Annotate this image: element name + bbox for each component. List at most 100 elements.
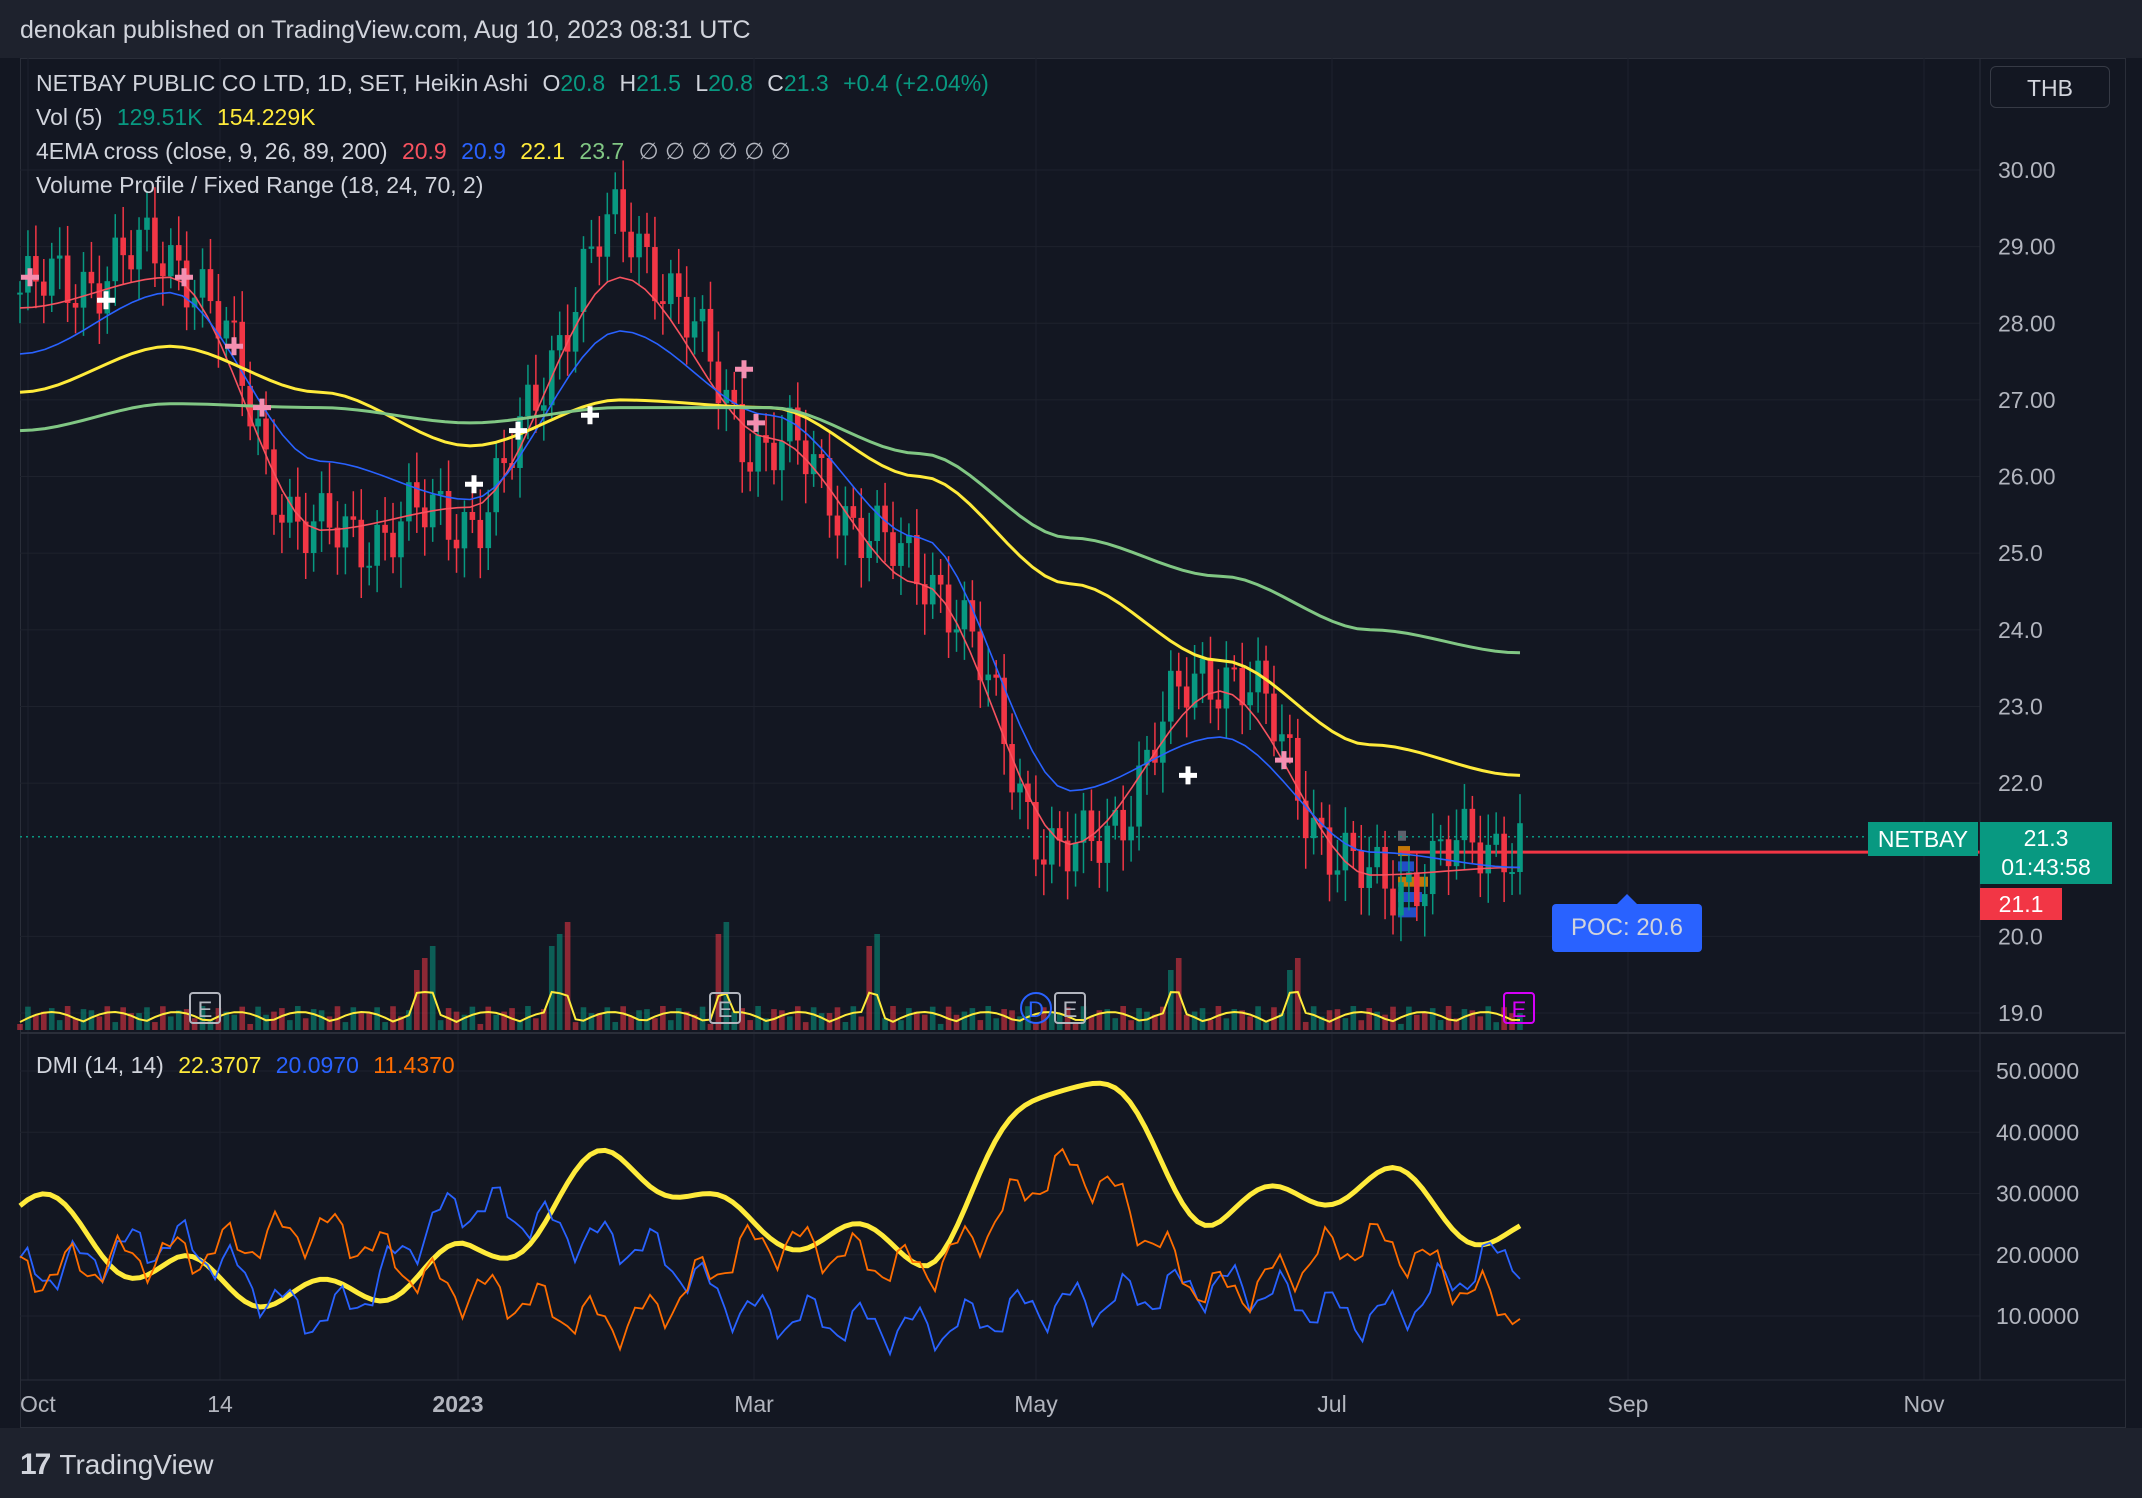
volume-bar [279, 1008, 285, 1030]
candle-body [80, 271, 87, 308]
candle-body [1382, 846, 1388, 889]
volume-bar [1350, 1006, 1357, 1030]
volume-bar [326, 1016, 333, 1030]
ema200-value: 23.7 [579, 138, 625, 164]
candle-body [580, 248, 587, 313]
volume-bar [580, 1007, 587, 1030]
candle-body [374, 524, 380, 566]
low-value: 20.8 [708, 70, 753, 96]
volume-bar [263, 1014, 269, 1030]
currency-button[interactable]: THB [1990, 66, 2110, 108]
volume-bar [144, 1007, 150, 1030]
time-tick-label: May [1014, 1391, 1058, 1417]
volume-bar [1485, 1006, 1492, 1030]
volume-bar [1128, 1020, 1134, 1030]
publisher-text: denokan published on TradingView.com, Au… [20, 16, 751, 44]
volume-bar [461, 1014, 468, 1030]
volume-bar [191, 1018, 198, 1030]
symbol-title: NETBAY PUBLIC CO LTD, 1D, SET, Heikin As… [36, 70, 529, 96]
dmi-label: DMI (14, 14) [36, 1052, 164, 1078]
null-values: ∅ ∅ ∅ ∅ ∅ ∅ [638, 138, 791, 164]
volume-bar [1088, 1016, 1095, 1030]
candle-body [1167, 670, 1174, 722]
candle-body [17, 292, 23, 295]
candle-body [866, 541, 873, 558]
volume-profile-legend[interactable]: Volume Profile / Fixed Range (18, 24, 70… [36, 172, 491, 199]
candle-body [628, 231, 634, 258]
volume-bar [255, 1006, 261, 1030]
ema-cross-marker [97, 291, 115, 310]
volume-legend[interactable]: Vol (5) 129.51K 154.229K [36, 104, 323, 131]
volume-bar [842, 1021, 849, 1030]
candle-body [350, 516, 357, 520]
candle-body [660, 301, 666, 305]
candle-body [1175, 670, 1182, 687]
candle-body [1326, 827, 1333, 875]
volume-bar [1517, 1013, 1523, 1030]
ema-line-ema200 [19, 402, 1521, 655]
candle-body [1469, 808, 1476, 843]
candle-body [223, 320, 230, 339]
time-tick-label: Mar [734, 1391, 774, 1417]
volume-bar [175, 1010, 182, 1030]
low-label: L [695, 70, 709, 96]
event-marker: E [1503, 992, 1535, 1024]
volume-bar [231, 1014, 238, 1030]
candle-body [1437, 839, 1444, 842]
candle-body [1223, 667, 1230, 709]
volume-bar [977, 1020, 984, 1030]
volume-bar [72, 1018, 79, 1030]
candle-body [921, 584, 928, 605]
time-tick-label: Nov [1904, 1391, 1945, 1417]
candle-body [596, 246, 603, 257]
dmi-line-plusdi [19, 1186, 1521, 1357]
candle-body [175, 245, 182, 261]
time-tick-label: Jul [1317, 1391, 1346, 1417]
price-tick-label: 29.00 [1998, 234, 2056, 260]
ema-cross-marker [747, 413, 765, 432]
candle-body [961, 600, 968, 630]
volume-bar [937, 1023, 944, 1030]
candle-body [421, 507, 428, 528]
candle-body [199, 269, 206, 298]
volume-bar [366, 1013, 373, 1030]
candle-body [1366, 867, 1373, 888]
candle-body [160, 263, 166, 277]
volume-bar [715, 934, 722, 1030]
candle-body [271, 449, 277, 515]
candle-body [612, 189, 619, 215]
volume-bar [477, 1023, 484, 1030]
dmi-legend[interactable]: DMI (14, 14) 22.3707 20.0970 11.4370 [36, 1052, 463, 1079]
volume-bar [1144, 1011, 1150, 1030]
volume-bar [136, 1013, 142, 1030]
volume-profile-row [1398, 861, 1414, 872]
volume-bar [271, 1011, 277, 1030]
time-tick-label: 2023 [432, 1391, 483, 1417]
chart-frame[interactable] [20, 58, 2126, 1428]
candle-body [287, 496, 293, 523]
candle-body [255, 418, 261, 427]
candle-body [1056, 828, 1063, 841]
symbol-legend: NETBAY PUBLIC CO LTD, 1D, SET, Heikin As… [36, 70, 997, 97]
volume-bar [1398, 1023, 1404, 1030]
volume-bar [1064, 1007, 1071, 1030]
ema-legend[interactable]: 4EMA cross (close, 9, 26, 89, 200) 20.9 … [36, 138, 799, 165]
volume-bar [1231, 1009, 1238, 1030]
candle-body [1398, 882, 1404, 916]
dmi-tick-label: 50.0000 [1996, 1058, 2079, 1084]
candle-body [1350, 832, 1357, 851]
candle-body [48, 258, 55, 296]
volume-ma-value: 154.229K [216, 104, 316, 130]
candle-body [763, 435, 769, 443]
candle-body [1287, 734, 1293, 738]
tradingview-logo[interactable]: 17 TradingView [20, 1448, 213, 1482]
candle-body [707, 308, 714, 362]
volume-bar [1469, 1010, 1476, 1030]
volume-bar [1152, 1014, 1158, 1030]
volume-bar [294, 1006, 301, 1030]
candle-body [1001, 677, 1007, 745]
candle-body [636, 233, 642, 258]
volume-label: Vol (5) [36, 104, 103, 130]
